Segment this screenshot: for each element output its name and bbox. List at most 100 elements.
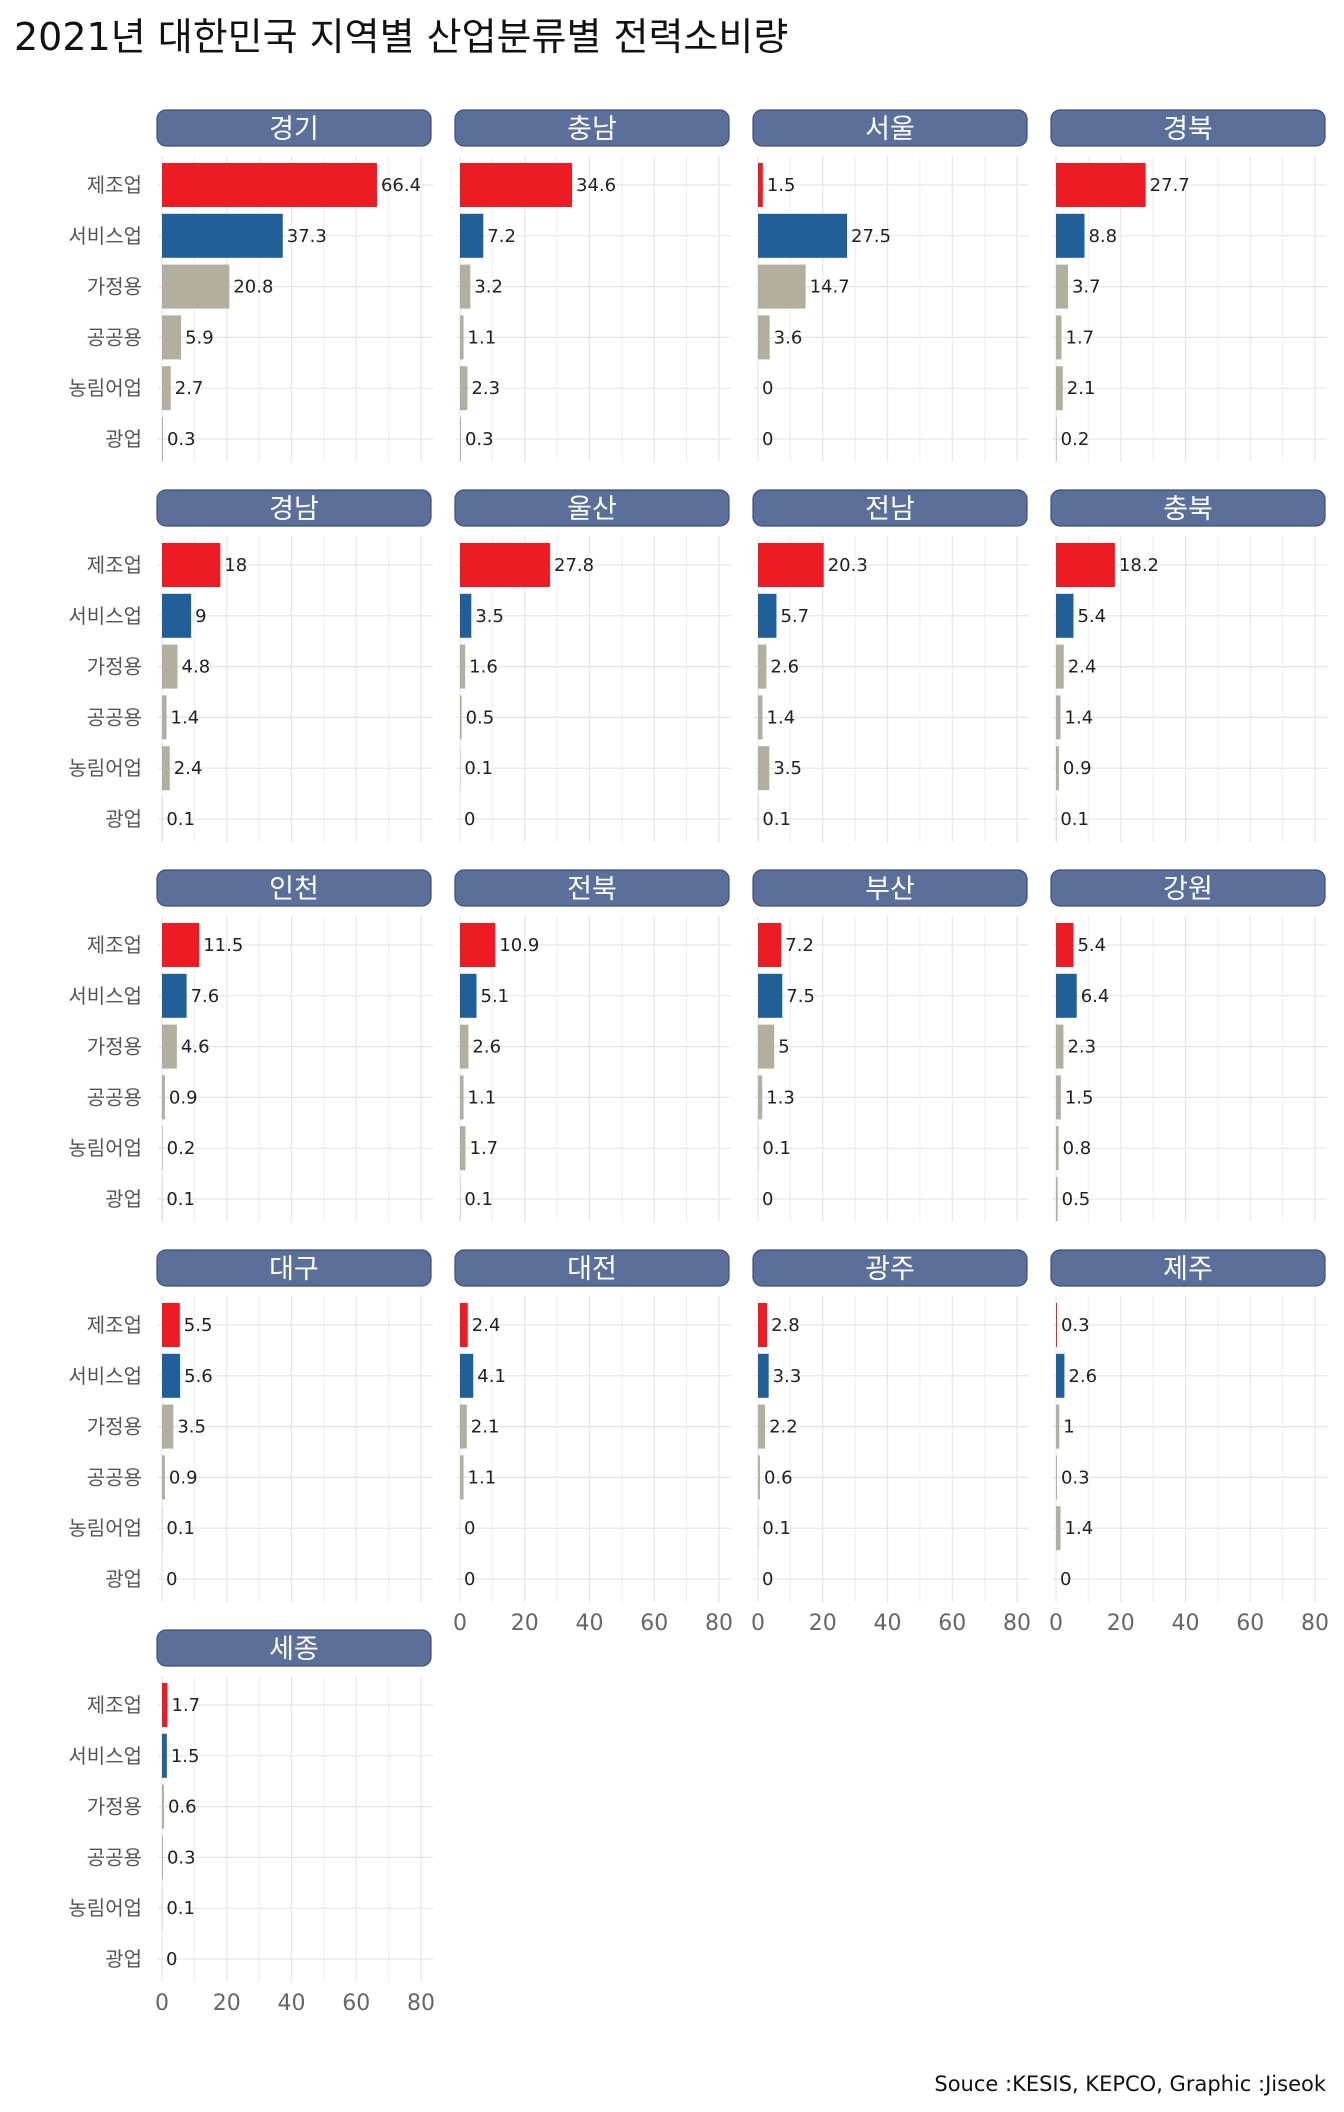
bar-경기-5 bbox=[162, 417, 163, 461]
bar-경북-3 bbox=[1056, 315, 1062, 360]
bar-경기-0 bbox=[162, 163, 377, 207]
panel-11-strip bbox=[1050, 869, 1326, 907]
bar-강원-3 bbox=[1056, 1075, 1061, 1120]
panel-14-strip-label: 광주 bbox=[865, 1254, 915, 1285]
bar-value-label: 2.2 bbox=[769, 1417, 798, 1438]
bar-value-label: 66.4 bbox=[381, 175, 421, 196]
bar-value-label: 3.3 bbox=[773, 1366, 802, 1387]
bar-대전-1 bbox=[460, 1353, 474, 1398]
bar-광주-3 bbox=[758, 1455, 760, 1500]
bar-value-label: 1 bbox=[1063, 1417, 1074, 1438]
x-tick-label: 60 bbox=[938, 1611, 966, 1636]
bar-value-label: 1.4 bbox=[171, 707, 200, 728]
category-tick-label: 광업 bbox=[105, 807, 142, 831]
bar-충북-3 bbox=[1056, 695, 1061, 740]
bar-충북-0 bbox=[1056, 543, 1115, 587]
panel-5-strip bbox=[454, 489, 730, 527]
bar-value-label: 0.1 bbox=[464, 758, 493, 779]
bar-value-label: 0 bbox=[762, 378, 773, 399]
category-tick-label: 서비스업 bbox=[68, 984, 142, 1008]
bar-value-label: 2.7 bbox=[175, 378, 204, 399]
bar-value-label: 0.1 bbox=[762, 809, 791, 830]
bar-value-label: 5.4 bbox=[1077, 606, 1106, 627]
x-tick-label: 20 bbox=[511, 1611, 539, 1636]
panel-12-strip-label: 대구 bbox=[269, 1254, 319, 1285]
category-tick-label: 가정용 bbox=[87, 1415, 142, 1439]
bar-value-label: 2.4 bbox=[472, 1315, 501, 1336]
bar-value-label: 0.2 bbox=[1061, 429, 1090, 450]
panel-10-strip bbox=[752, 869, 1028, 907]
source-caption: Souce :KESIS, KEPCO, Graphic :Jiseok bbox=[934, 2072, 1326, 2096]
x-tick-label: 40 bbox=[1172, 1611, 1200, 1636]
bar-충남-1 bbox=[460, 213, 484, 258]
bar-강원-5 bbox=[1056, 1177, 1058, 1221]
bar-충남-4 bbox=[460, 366, 468, 411]
category-tick-label: 농림어업 bbox=[68, 756, 142, 780]
bar-value-label: 0 bbox=[166, 1949, 177, 1970]
category-tick-label: 농림어업 bbox=[68, 1516, 142, 1540]
x-tick-label: 0 bbox=[155, 1991, 169, 2016]
bar-경북-1 bbox=[1056, 213, 1085, 258]
bar-value-label: 5.1 bbox=[481, 986, 510, 1007]
panel-2-strip-label: 서울 bbox=[865, 114, 915, 145]
bar-value-label: 0.1 bbox=[464, 1189, 493, 1210]
bar-value-label: 1.1 bbox=[468, 1467, 497, 1488]
bar-value-label: 0 bbox=[762, 1569, 773, 1590]
bar-세종-2 bbox=[162, 1784, 164, 1829]
bar-value-label: 2.6 bbox=[770, 657, 799, 678]
bar-value-label: 1.1 bbox=[468, 1087, 497, 1108]
bar-value-label: 2.6 bbox=[1068, 1366, 1097, 1387]
panel-7-strip bbox=[1050, 489, 1326, 527]
panel-3-strip bbox=[1050, 109, 1326, 147]
bar-대구-1 bbox=[162, 1353, 181, 1398]
x-tick-label: 40 bbox=[278, 1991, 306, 2016]
bar-value-label: 4.8 bbox=[182, 657, 211, 678]
bar-value-label: 27.8 bbox=[554, 555, 594, 576]
bar-강원-4 bbox=[1056, 1126, 1059, 1171]
category-tick-label: 공공용 bbox=[87, 1085, 142, 1109]
bar-전북-3 bbox=[460, 1075, 464, 1120]
bar-부산-0 bbox=[758, 923, 782, 967]
bar-전남-1 bbox=[758, 593, 777, 638]
bar-value-label: 2.3 bbox=[471, 378, 500, 399]
bar-value-label: 18.2 bbox=[1119, 555, 1159, 576]
x-tick-label: 40 bbox=[576, 1611, 604, 1636]
bar-세종-0 bbox=[162, 1683, 168, 1727]
category-tick-label: 제조업 bbox=[87, 553, 142, 577]
bar-value-label: 2.1 bbox=[471, 1417, 500, 1438]
bar-value-label: 14.7 bbox=[810, 277, 850, 298]
x-tick-label: 20 bbox=[1107, 1611, 1135, 1636]
x-tick-label: 60 bbox=[640, 1611, 668, 1636]
bar-대전-0 bbox=[460, 1303, 468, 1347]
panel-6-strip-label: 전남 bbox=[865, 494, 915, 525]
bar-value-label: 5.6 bbox=[184, 1366, 213, 1387]
bar-value-label: 0.8 bbox=[1063, 1138, 1092, 1159]
panel-8-strip-label: 인천 bbox=[269, 874, 319, 905]
bar-서울-3 bbox=[758, 315, 770, 360]
panel-15-strip-label: 제주 bbox=[1163, 1254, 1213, 1285]
bar-광주-0 bbox=[758, 1303, 768, 1347]
bar-제주-4 bbox=[1056, 1506, 1061, 1551]
bar-value-label: 0.1 bbox=[1060, 809, 1089, 830]
bar-서울-2 bbox=[758, 264, 806, 309]
category-tick-label: 광업 bbox=[105, 427, 142, 451]
category-tick-label: 제조업 bbox=[87, 1313, 142, 1337]
bar-대전-2 bbox=[460, 1404, 467, 1449]
panel-8-strip bbox=[156, 869, 432, 907]
category-tick-label: 광업 bbox=[105, 1187, 142, 1211]
bar-value-label: 0 bbox=[464, 809, 475, 830]
bar-서울-0 bbox=[758, 163, 763, 207]
bar-value-label: 7.2 bbox=[487, 226, 516, 247]
bar-value-label: 1.5 bbox=[767, 175, 796, 196]
x-tick-label: 60 bbox=[1236, 1611, 1264, 1636]
bar-value-label: 2.6 bbox=[472, 1037, 501, 1058]
bar-value-label: 5.4 bbox=[1077, 935, 1106, 956]
bar-value-label: 1.7 bbox=[470, 1138, 499, 1159]
bar-value-label: 1.4 bbox=[767, 707, 796, 728]
bar-value-label: 11.5 bbox=[203, 935, 243, 956]
bar-value-label: 2.8 bbox=[771, 1315, 800, 1336]
bar-전남-3 bbox=[758, 695, 763, 740]
bar-광주-2 bbox=[758, 1404, 766, 1449]
x-tick-label: 80 bbox=[705, 1611, 733, 1636]
